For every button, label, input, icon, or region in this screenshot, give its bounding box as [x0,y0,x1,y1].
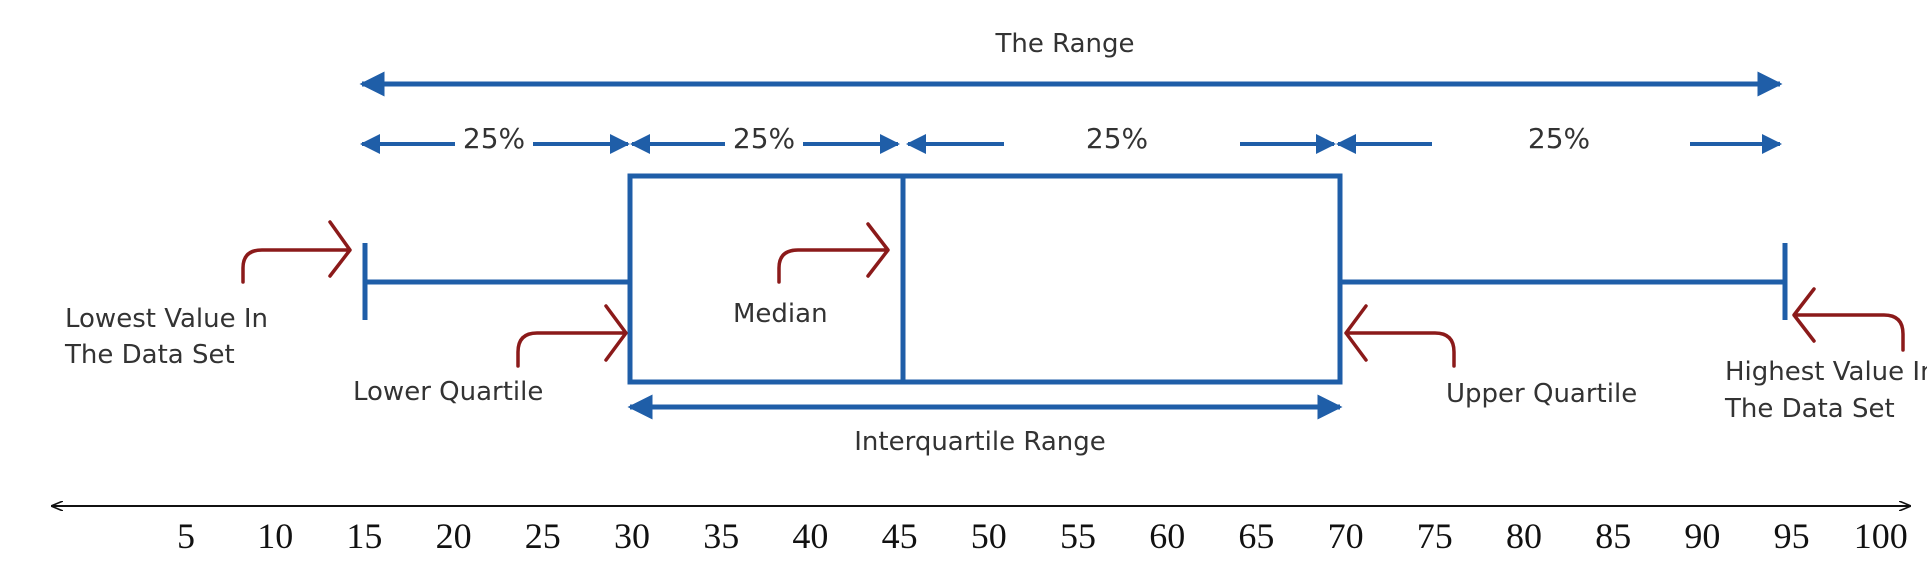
tick-label-10: 10 [257,516,293,556]
quartile-box [630,176,1340,382]
median-label: Median [733,299,828,329]
segment-1-label: 25% [463,122,525,155]
highest-value-label-line-1: Highest Value In [1725,357,1927,387]
lower-quartile-pointer-arrow [518,306,626,366]
lowest-value-label-line-1: Lowest Value In [65,304,268,334]
tick-label-90: 90 [1684,516,1720,556]
highest-value-label-line-2: The Data Set [1724,394,1895,424]
tick-label-85: 85 [1595,516,1631,556]
tick-label-50: 50 [971,516,1007,556]
tick-label-80: 80 [1506,516,1542,556]
tick-label-5: 5 [177,516,195,556]
tick-label-65: 65 [1238,516,1274,556]
tick-label-75: 75 [1417,516,1453,556]
highest-value-label: Highest Value In The Data Set [1724,357,1927,424]
range-title: The Range [994,29,1134,59]
upper-quartile-pointer-arrow [1346,306,1454,366]
tick-label-95: 95 [1774,516,1810,556]
highest-pointer-arrow [1794,289,1903,350]
segment-3-label: 25% [1086,122,1148,155]
lowest-value-label-line-2: The Data Set [64,340,235,370]
tick-label-25: 25 [525,516,561,556]
lowest-pointer-arrow [243,222,350,282]
quartile-segments: 25% 25% 25% 25% [362,122,1780,155]
tick-label-40: 40 [792,516,828,556]
lowest-value-label: Lowest Value In The Data Set [64,304,276,370]
segment-4-label: 25% [1528,122,1590,155]
tick-label-30: 30 [614,516,650,556]
tick-label-15: 15 [346,516,382,556]
tick-label-60: 60 [1149,516,1185,556]
lower-quartile-label: Lower Quartile [353,377,543,407]
tick-label-20: 20 [436,516,472,556]
segment-2-label: 25% [733,122,795,155]
median-pointer-arrow [779,224,888,282]
tick-label-45: 45 [882,516,918,556]
box-plot [365,176,1785,382]
pointer-arrows [243,222,1903,366]
tick-label-35: 35 [703,516,739,556]
iqr-label: Interquartile Range [854,427,1105,457]
number-line-tick-labels: 5 10 15 20 25 30 35 40 45 50 55 60 65 70 75 80 85 90 95 100 [177,516,1908,556]
tick-label-100: 100 [1854,516,1908,556]
upper-quartile-label: Upper Quartile [1446,379,1637,409]
tick-label-70: 70 [1328,516,1364,556]
tick-label-55: 55 [1060,516,1096,556]
